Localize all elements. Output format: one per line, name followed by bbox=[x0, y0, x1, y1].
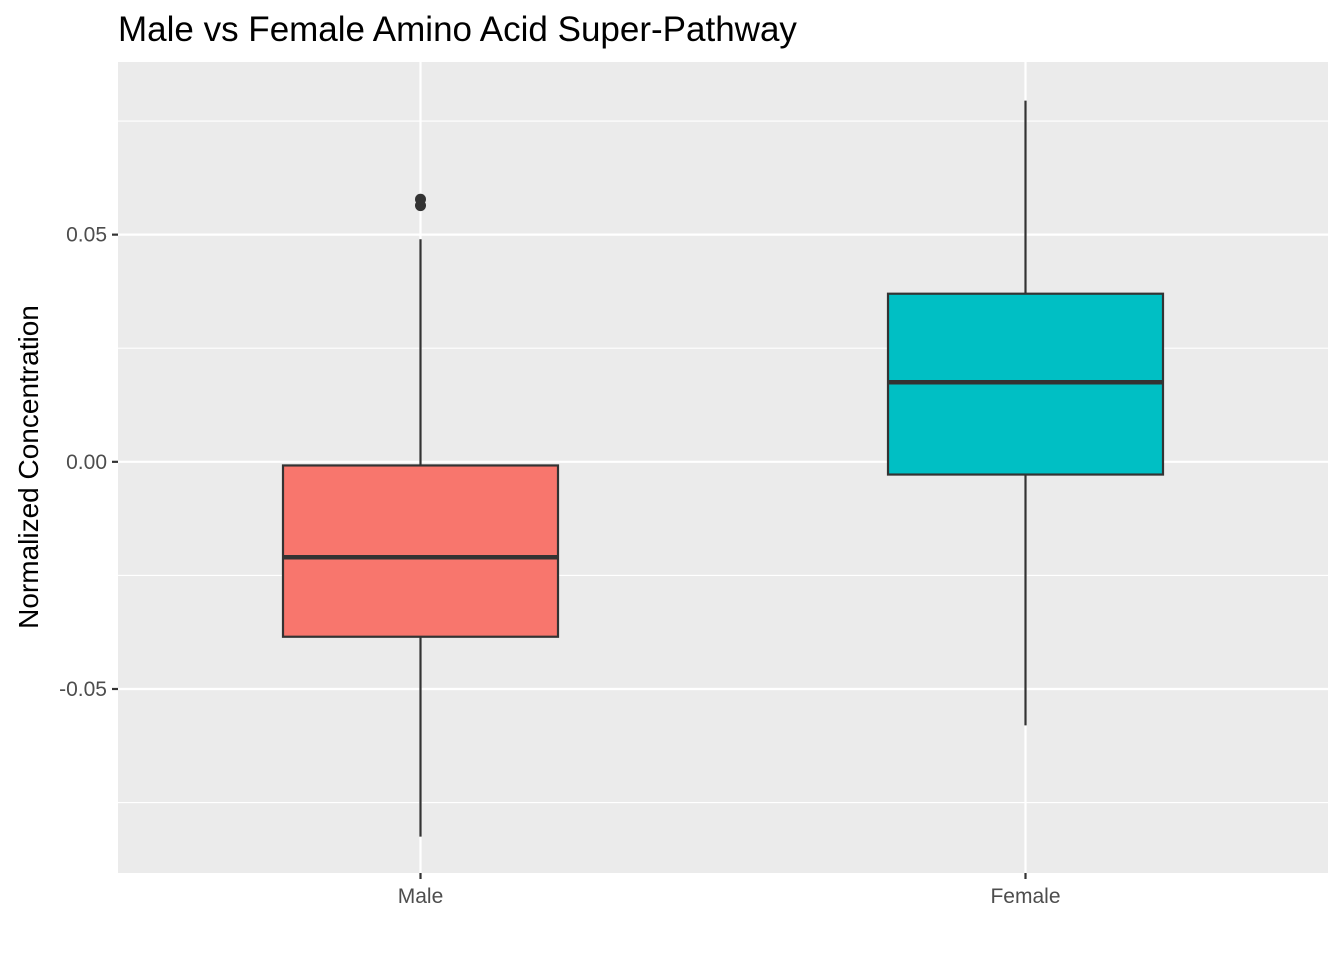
x-tick-label: Male bbox=[398, 885, 444, 908]
axes: -0.05 0.00 0.05 Male Female bbox=[59, 224, 1060, 908]
y-tick-label: -0.05 bbox=[59, 678, 107, 701]
x-tick-label: Female bbox=[990, 885, 1060, 908]
box-female bbox=[886, 100, 1165, 726]
box-male bbox=[281, 193, 560, 837]
chart-title: Male vs Female Amino Acid Super-Pathway bbox=[118, 10, 797, 49]
outlier-point bbox=[415, 193, 426, 205]
boxes bbox=[281, 100, 1165, 837]
iqr-box bbox=[281, 464, 560, 638]
y-axis-label: Normalized Concentration bbox=[13, 305, 44, 629]
y-tick-label: 0.05 bbox=[66, 224, 107, 247]
y-tick-label: 0.00 bbox=[66, 451, 107, 474]
